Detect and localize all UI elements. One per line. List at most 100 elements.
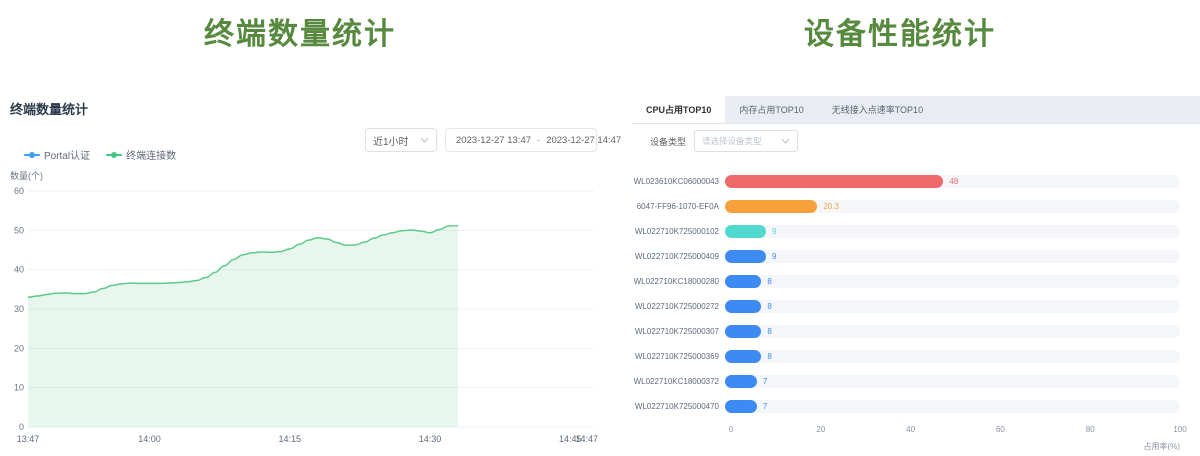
bar-category-label: WL022710K725000307	[634, 327, 719, 336]
bar-row: WL022710K725000272 8	[632, 294, 1200, 319]
chevron-down-icon	[781, 138, 790, 144]
device-type-row: 设备类型 请选择设备类型	[650, 130, 799, 152]
bar-track: 48	[725, 175, 1180, 188]
svg-text:14:45: 14:45	[559, 434, 582, 444]
bar-value-label: 8	[767, 302, 772, 311]
legend-label-terminal-connections: 终端连接数	[126, 151, 177, 162]
legend-item-portal[interactable]: Portal认证	[24, 147, 90, 162]
chart-legend: Portal认证 终端连接数	[24, 147, 176, 162]
bar-category-label: WL022710KC18000372	[633, 377, 719, 386]
device-type-placeholder: 请选择设备类型	[702, 136, 762, 146]
svg-text:13:47: 13:47	[17, 434, 40, 444]
bar	[725, 325, 762, 338]
bar	[725, 275, 762, 288]
date-range-separator: -	[537, 134, 541, 146]
bar-category-label: WL022710K725000470	[634, 402, 719, 411]
svg-text:40: 40	[14, 265, 24, 275]
svg-text:14:00: 14:00	[138, 434, 161, 444]
time-range-select[interactable]: 近1小时	[365, 128, 437, 152]
svg-text:60: 60	[14, 186, 24, 196]
bar	[725, 225, 766, 238]
time-range-value: 近1小时	[373, 136, 409, 148]
bar-value-label: 20.3	[823, 202, 839, 211]
date-range-end: 2023-12-27 14:47	[546, 134, 622, 146]
bar	[725, 250, 766, 263]
bar-category-label: WL022710K725000102	[634, 227, 719, 236]
bar-track: 7	[725, 375, 1180, 388]
svg-text:30: 30	[14, 304, 24, 314]
tab-cpu-top10[interactable]: CPU占用TOP10	[632, 96, 726, 123]
tab-bar: CPU占用TOP10 内存占用TOP10 无线接入点速率TOP10	[632, 96, 1200, 124]
bar-category-label: WL022710K725000272	[634, 302, 719, 311]
bar-category-label: WL022710K725000409	[634, 252, 719, 261]
bar-track: 20.3	[725, 200, 1180, 213]
cpu-top10-chart: WL023610KC06000043 48 6047-FF96-1070-EF0A 2…	[632, 169, 1200, 452]
bar-track: 9	[725, 225, 1180, 238]
bar	[725, 200, 818, 213]
bar-xaxis-tick: 80	[1085, 425, 1095, 434]
bar	[725, 175, 944, 188]
bar-row: WL022710KC18000372 7	[632, 369, 1200, 394]
bar-value-label: 7	[762, 377, 768, 386]
bar-track: 8	[725, 350, 1180, 363]
bar-value-label: 9	[771, 252, 777, 261]
svg-text:14:47: 14:47	[575, 434, 598, 444]
legend-item-terminal-connections[interactable]: 终端连接数	[106, 147, 176, 162]
legend-marker-terminal-icon	[106, 151, 123, 159]
bar	[725, 400, 757, 413]
terminal-count-chart: 0 10 20 30 40 50 60 13:47 14:00 14:15 14:30 14:4514…	[14, 186, 598, 444]
device-type-label: 设备类型	[650, 136, 687, 147]
bar	[725, 375, 757, 388]
bar-rows: WL023610KC06000043 48 6047-FF96-1070-EF0A 2…	[632, 169, 1200, 419]
date-range-start: 2023-12-27 13:47	[456, 134, 532, 146]
chevron-down-icon	[420, 137, 429, 143]
bar-track: 8	[725, 275, 1180, 288]
device-type-select[interactable]: 请选择设备类型	[694, 130, 799, 152]
bar-row: WL022710K725000307 8	[632, 319, 1200, 344]
bar-value-label: 48	[949, 177, 959, 186]
bar-row: WL022710K725000409 9	[632, 244, 1200, 269]
bar-xaxis-tick: 100	[1173, 425, 1187, 434]
bar-xaxis: 0 20 40 60 80 100	[728, 425, 1187, 435]
bar-row: WL022710K725000369 8	[632, 344, 1200, 369]
bar-row: WL022710K725000102 9	[632, 219, 1200, 244]
svg-text:14:15: 14:15	[279, 434, 302, 444]
bar-xaxis-tick: 60	[995, 425, 1005, 434]
line-chart-yaxis-name: 数量(个)	[10, 171, 43, 181]
bar-category-label: WL022710K725000369	[634, 352, 719, 361]
bar-value-label: 8	[767, 277, 772, 286]
bar-row: 6047-FF96-1070-EF0A 20.3	[632, 194, 1200, 219]
tab-wireless-rate-top10[interactable]: 无线接入点速率TOP10	[831, 105, 924, 115]
bar-row: WL023610KC06000043 48	[632, 169, 1200, 194]
left-section-title: 终端数量统计	[204, 18, 396, 51]
date-range-picker[interactable]: 2023-12-27 13:47 - 2023-12-27 14:47	[445, 128, 621, 152]
bar-xaxis-name: 占用率(%)	[1143, 442, 1180, 451]
bar-xaxis-tick: 40	[906, 425, 916, 434]
svg-text:0: 0	[19, 422, 24, 432]
tab-memory-top10[interactable]: 内存占用TOP10	[739, 105, 804, 115]
bar-value-label: 8	[767, 352, 772, 361]
bar-track: 8	[725, 300, 1180, 313]
bar-track: 7	[725, 400, 1180, 413]
bar-category-label: WL023610KC06000043	[633, 177, 719, 186]
legend-label-portal: Portal认证	[44, 151, 91, 162]
bar-row: WL022710K725000470 7	[632, 394, 1200, 419]
svg-text:20: 20	[14, 343, 24, 353]
bar-track: 9	[725, 250, 1180, 263]
bar	[725, 300, 762, 313]
svg-text:10: 10	[14, 383, 24, 393]
svg-text:14:30: 14:30	[419, 434, 442, 444]
bar-row: WL022710KC18000280 8	[632, 269, 1200, 294]
terminal-count-card-title: 终端数量统计	[10, 102, 89, 117]
svg-text:50: 50	[14, 225, 24, 235]
bar-value-label: 7	[762, 402, 768, 411]
bar-track: 8	[725, 325, 1180, 338]
bar-category-label: WL022710KC18000280	[633, 277, 719, 286]
bar	[725, 350, 762, 363]
bar-xaxis-tick: 0	[728, 425, 734, 434]
bar-xaxis-tick: 20	[816, 425, 826, 434]
legend-marker-portal-icon	[24, 151, 40, 159]
bar-value-label: 9	[771, 227, 777, 236]
bar-category-label: 6047-FF96-1070-EF0A	[636, 202, 719, 211]
